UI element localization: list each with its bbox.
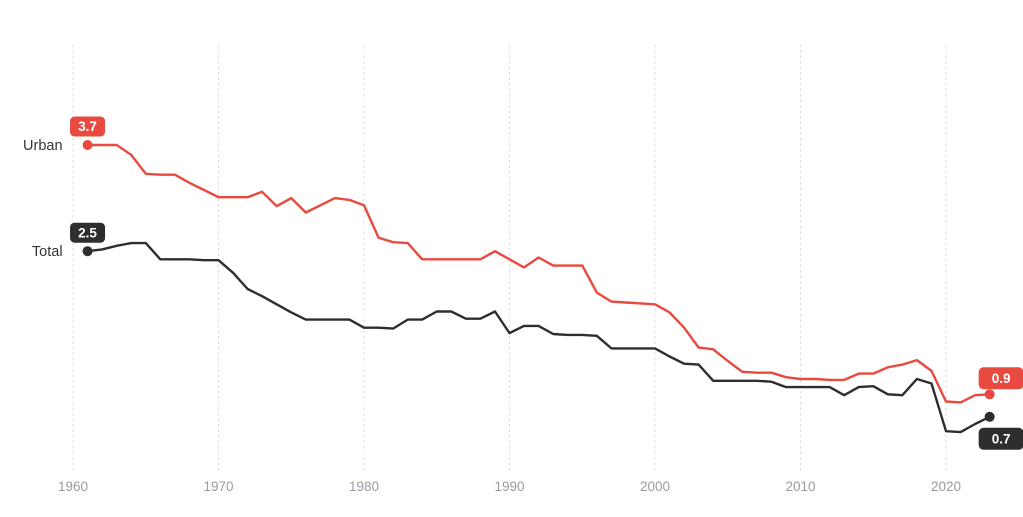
urban-start-dot	[82, 140, 93, 150]
total-end-value-badge	[978, 427, 1023, 450]
x-tick-label: 1970	[203, 479, 233, 494]
total-series-label: Total	[32, 244, 63, 260]
total-start-value-badge	[70, 222, 106, 243]
urban-line	[86, 143, 991, 404]
x-tick-label: 2010	[785, 479, 815, 494]
total-start-dot	[82, 246, 93, 257]
x-tick-label: 1960	[58, 479, 88, 494]
total-end-value: 0.7	[992, 431, 1011, 446]
gridlines	[72, 44, 947, 473]
x-axis-labels: 1960 1970 1980 1990 2000 2010 2020	[58, 479, 961, 494]
x-tick-label: 2020	[931, 479, 961, 494]
urban-end-value: 0.9	[992, 371, 1011, 386]
urban-end-dot	[984, 389, 995, 400]
total-start-value: 2.5	[78, 225, 97, 240]
urban-end-value-badge	[978, 367, 1023, 390]
urban-start-value-badge	[70, 116, 106, 137]
total-end-dot	[984, 411, 995, 422]
urban-series-label: Urban	[23, 138, 63, 154]
total-line	[86, 241, 991, 434]
x-tick-label: 1980	[349, 479, 379, 494]
series-annotations: Urban 3.7 0.9 Total 2.5 0.7	[23, 116, 1023, 450]
series-lines	[86, 143, 991, 434]
x-tick-label: 1990	[494, 479, 524, 494]
x-tick-label: 2000	[640, 479, 670, 494]
urban-start-value: 3.7	[78, 119, 97, 134]
